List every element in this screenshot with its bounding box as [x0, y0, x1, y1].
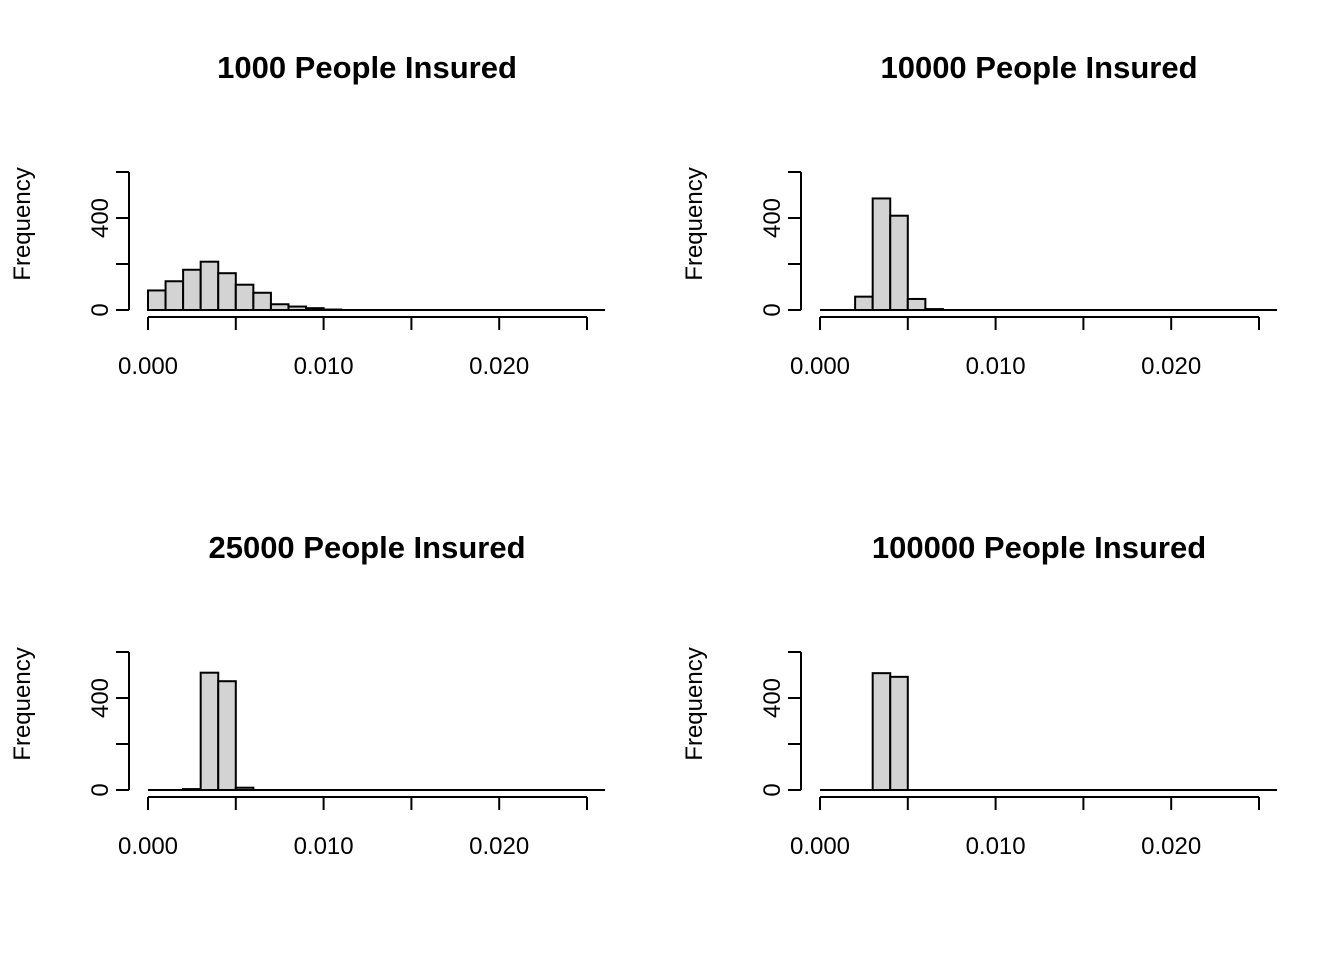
- y-axis-label: Frequency: [9, 167, 36, 280]
- histogram-panel-1: 1000 People Insured Frequency 0 400 0.000 0.0…: [9, 50, 605, 380]
- histogram-bar: [889, 214, 909, 311]
- histogram-bar: [287, 305, 308, 311]
- histogram-panel-3: 25000 People Insured Frequency 0 400 0.000 0.…: [9, 530, 605, 860]
- histogram-bar: [234, 283, 255, 312]
- histogram-bar: [871, 197, 892, 311]
- y-axis-label: Frequency: [9, 647, 36, 760]
- y-tick-label: 400: [87, 678, 114, 718]
- histogram-panel-4: 100000 People Insured Frequency 0 400 0.000 0…: [681, 530, 1277, 860]
- histogram-bar: [199, 260, 220, 312]
- histogram-bar: [906, 297, 927, 311]
- x-tick-label: 0.010: [294, 353, 354, 380]
- histogram-bar: [182, 788, 202, 792]
- y-tick-label: 0: [759, 783, 786, 796]
- y-tick-label: 0: [759, 303, 786, 316]
- histogram-bar: [269, 303, 290, 311]
- histogram-bar: [871, 672, 892, 791]
- histogram-bar: [199, 671, 220, 792]
- x-tick-label: 0.000: [790, 833, 850, 860]
- y-tick-label: 0: [87, 783, 114, 796]
- y-axis-label: Frequency: [681, 167, 708, 280]
- histogram-bar: [182, 268, 202, 311]
- histogram-bar: [234, 786, 255, 792]
- histogram-bar: [217, 680, 237, 792]
- x-tick-label: 0.020: [469, 833, 529, 860]
- histogram-bar: [147, 289, 167, 312]
- x-tick-label: 0.020: [1141, 833, 1201, 860]
- y-axis-label: Frequency: [681, 647, 708, 760]
- histogram-bar: [889, 675, 909, 792]
- histogram-panel-2: 10000 People Insured Frequency 0 400 0.000 0.…: [681, 50, 1277, 380]
- x-tick-label: 0.020: [469, 353, 529, 380]
- histogram-bar: [305, 307, 325, 312]
- histogram-bar: [854, 295, 874, 312]
- panel-title: 10000 People Insured: [880, 50, 1197, 85]
- y-tick-label: 400: [87, 198, 114, 238]
- histogram-bar: [924, 308, 944, 311]
- x-tick-label: 0.010: [966, 833, 1026, 860]
- panel-title: 100000 People Insured: [872, 530, 1206, 565]
- y-tick-label: 0: [87, 303, 114, 316]
- x-tick-label: 0.010: [294, 833, 354, 860]
- x-tick-label: 0.000: [118, 353, 178, 380]
- histogram-bar: [164, 280, 185, 311]
- histogram-bar: [252, 291, 272, 311]
- x-tick-label: 0.000: [118, 833, 178, 860]
- histogram-bar: [217, 272, 237, 312]
- panel-title: 25000 People Insured: [208, 530, 525, 565]
- x-tick-label: 0.010: [966, 353, 1026, 380]
- panel-title: 1000 People Insured: [217, 50, 517, 85]
- y-tick-label: 400: [759, 678, 786, 718]
- x-tick-label: 0.000: [790, 353, 850, 380]
- y-tick-label: 400: [759, 198, 786, 238]
- x-tick-label: 0.020: [1141, 353, 1201, 380]
